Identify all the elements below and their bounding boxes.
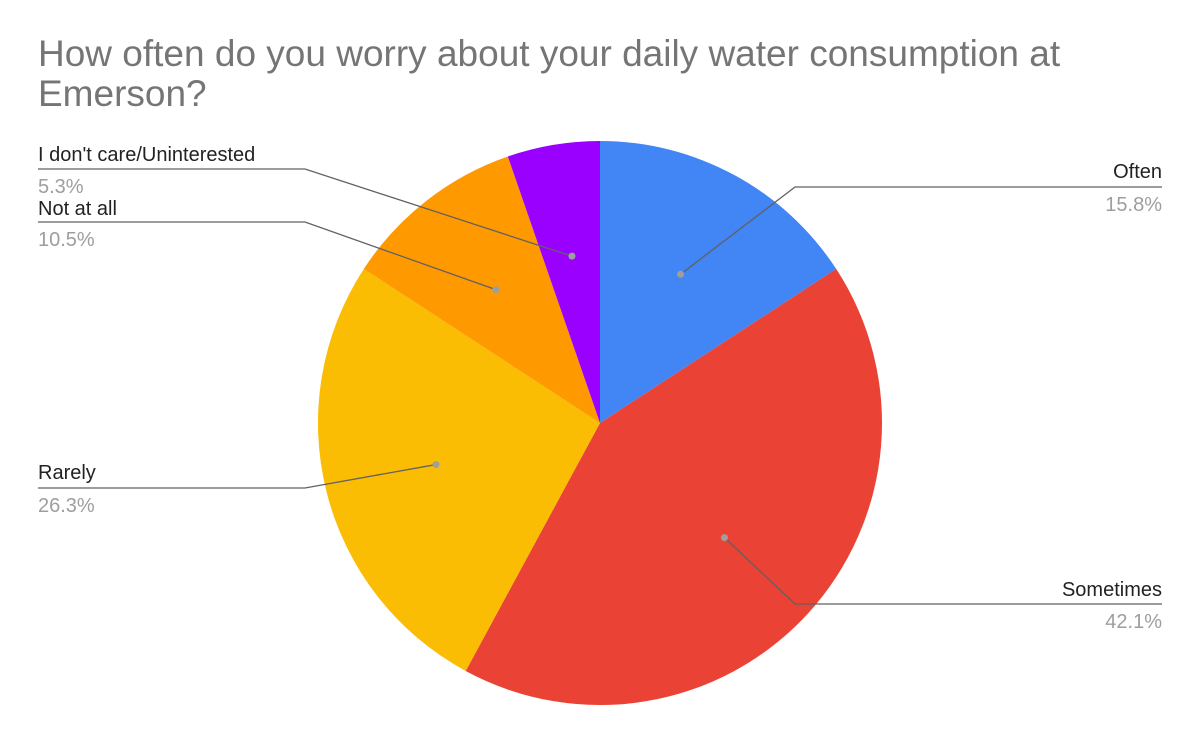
leader-dot-sometimes xyxy=(720,534,728,542)
leader-dot-often xyxy=(677,270,685,278)
slice-label-not-at-all: Not at all xyxy=(38,198,117,220)
slice-label-rarely: Rarely xyxy=(38,462,96,484)
pie-slice-i-don-t-care-uninterested[interactable] xyxy=(507,141,600,423)
chart-title: How often do you worry about your daily … xyxy=(38,33,1061,114)
pie-slice-not-at-all[interactable] xyxy=(363,156,600,423)
leader-dot-rarely xyxy=(432,461,440,469)
pie-slice-often[interactable] xyxy=(600,141,837,423)
slice-label-sometimes: Sometimes xyxy=(1062,579,1162,601)
pie-slices xyxy=(317,141,882,705)
leader-lines xyxy=(38,168,1162,605)
slice-percent-sometimes: 42.1% xyxy=(1105,611,1162,633)
slice-label-often: Often xyxy=(1113,161,1162,183)
slice-percent-not-at-all: 10.5% xyxy=(38,229,95,251)
slice-percent-often: 15.8% xyxy=(1105,194,1162,216)
slice-label-i-don-t-care-uninterested: I don't care/Uninterested xyxy=(38,144,255,166)
pie-slice-rarely[interactable] xyxy=(317,268,600,671)
leader-dot-not-at-all xyxy=(492,286,500,294)
leader-line-often xyxy=(680,186,1162,275)
leader-dot-i-don-t-care-uninterested xyxy=(568,252,576,260)
slice-percent-i-don-t-care-uninterested: 5.3% xyxy=(38,176,84,198)
leader-line-not-at-all xyxy=(38,221,497,291)
leader-line-i-don-t-care-uninterested xyxy=(38,168,573,257)
slice-percent-rarely: 26.3% xyxy=(38,495,95,517)
pie-slice-sometimes[interactable] xyxy=(465,268,882,705)
leader-line-rarely xyxy=(38,463,437,489)
leader-line-sometimes xyxy=(723,537,1162,605)
slice-labels: Often 15.8% Sometimes 42.1% Rarely 26.3% Not a… xyxy=(38,144,1162,633)
